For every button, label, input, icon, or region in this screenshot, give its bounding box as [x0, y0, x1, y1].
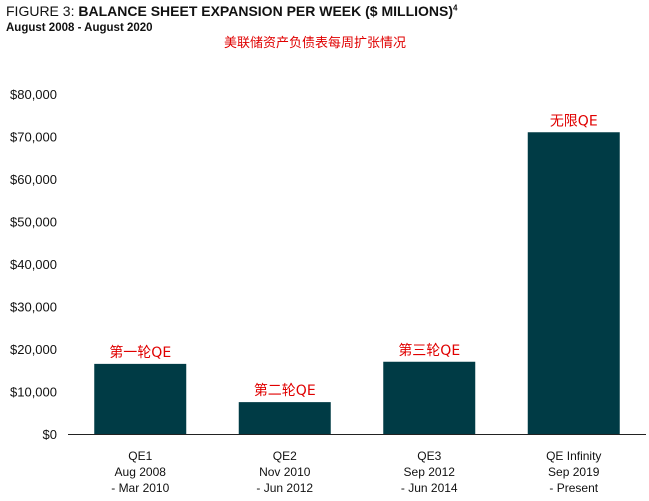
- x-tick-label: Nov 2010: [259, 465, 311, 479]
- bar: [94, 363, 187, 434]
- x-tick-label: QE3: [417, 449, 441, 463]
- bar: [238, 402, 331, 434]
- y-tick-label: $20,000: [10, 342, 57, 357]
- bar-annotation: 无限QE: [550, 113, 598, 129]
- chinese-caption: 美联储资产负债表每周扩张情况: [224, 36, 407, 51]
- bar: [527, 132, 620, 434]
- y-tick-label: $50,000: [10, 215, 57, 230]
- footnote-marker: 4: [453, 3, 458, 13]
- y-tick-label: $80,000: [10, 87, 57, 102]
- x-tick-label: - Mar 2010: [111, 481, 169, 495]
- x-tick-label: - Jun 2012: [256, 481, 313, 495]
- figure-title: BALANCE SHEET EXPANSION PER WEEK ($ MILL…: [78, 3, 454, 19]
- x-tick-label: Aug 2008: [115, 465, 167, 479]
- y-tick-label: $40,000: [10, 257, 57, 272]
- x-tick-label: - Present: [549, 481, 598, 495]
- y-tick-label: $30,000: [10, 300, 57, 315]
- bar-annotation: 第三轮QE: [398, 342, 460, 359]
- y-tick-label: $10,000: [10, 385, 57, 400]
- x-tick-label: QE1: [128, 449, 152, 463]
- x-tick-label: Sep 2012: [404, 465, 456, 479]
- x-tick-label: Sep 2019: [548, 465, 600, 479]
- x-tick-label: QE Infinity: [546, 449, 601, 463]
- chart-subtitle: August 2008 - August 2020: [6, 22, 153, 34]
- bar: [383, 361, 476, 434]
- bar-annotation: 第二轮QE: [254, 382, 316, 399]
- y-tick-label: $0: [43, 427, 57, 442]
- figure-prefix: FIGURE 3:: [6, 3, 79, 19]
- chart-title: FIGURE 3: BALANCE SHEET EXPANSION PER WE…: [6, 3, 457, 19]
- x-tick-label: - Jun 2014: [401, 481, 458, 495]
- y-tick-label: $70,000: [10, 130, 57, 145]
- y-tick-label: $60,000: [10, 172, 57, 187]
- bar-annotation: 第一轮QE: [109, 344, 171, 361]
- x-tick-label: QE2: [273, 449, 297, 463]
